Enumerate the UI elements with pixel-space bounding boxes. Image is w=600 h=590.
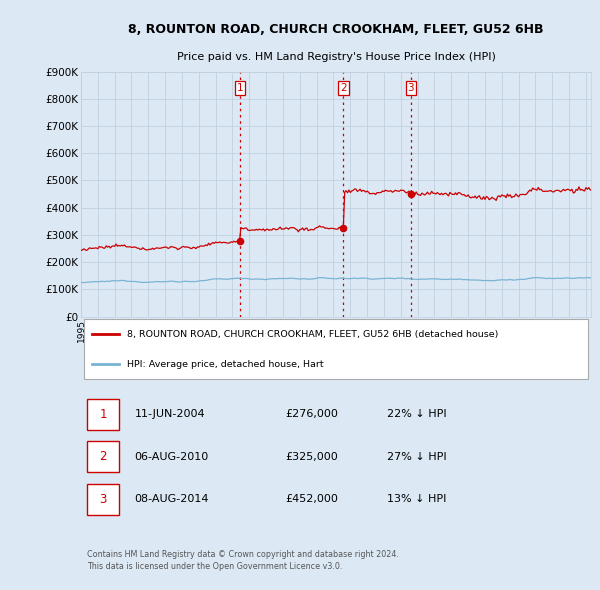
Text: 08-AUG-2014: 08-AUG-2014 — [134, 494, 209, 504]
Text: Price paid vs. HM Land Registry's House Price Index (HPI): Price paid vs. HM Land Registry's House … — [176, 52, 496, 62]
Text: 22% ↓ HPI: 22% ↓ HPI — [387, 409, 446, 419]
Text: 1: 1 — [99, 408, 107, 421]
Text: 3: 3 — [99, 493, 107, 506]
Text: 1: 1 — [236, 83, 243, 93]
Text: 8, ROUNTON ROAD, CHURCH CROOKHAM, FLEET, GU52 6HB: 8, ROUNTON ROAD, CHURCH CROOKHAM, FLEET,… — [128, 23, 544, 37]
Text: Contains HM Land Registry data © Crown copyright and database right 2024.
This d: Contains HM Land Registry data © Crown c… — [87, 550, 399, 571]
Text: £452,000: £452,000 — [285, 494, 338, 504]
FancyBboxPatch shape — [87, 484, 119, 515]
Text: 2: 2 — [99, 450, 107, 463]
FancyBboxPatch shape — [83, 319, 589, 379]
Text: 06-AUG-2010: 06-AUG-2010 — [134, 452, 209, 462]
Text: 13% ↓ HPI: 13% ↓ HPI — [387, 494, 446, 504]
FancyBboxPatch shape — [87, 441, 119, 473]
Text: £325,000: £325,000 — [285, 452, 338, 462]
Text: 27% ↓ HPI: 27% ↓ HPI — [387, 452, 446, 462]
Text: HPI: Average price, detached house, Hart: HPI: Average price, detached house, Hart — [127, 360, 323, 369]
Text: 2: 2 — [340, 83, 347, 93]
Text: £276,000: £276,000 — [285, 409, 338, 419]
FancyBboxPatch shape — [87, 399, 119, 430]
Text: 8, ROUNTON ROAD, CHURCH CROOKHAM, FLEET, GU52 6HB (detached house): 8, ROUNTON ROAD, CHURCH CROOKHAM, FLEET,… — [127, 330, 498, 339]
Text: 3: 3 — [407, 83, 414, 93]
Text: 11-JUN-2004: 11-JUN-2004 — [134, 409, 205, 419]
